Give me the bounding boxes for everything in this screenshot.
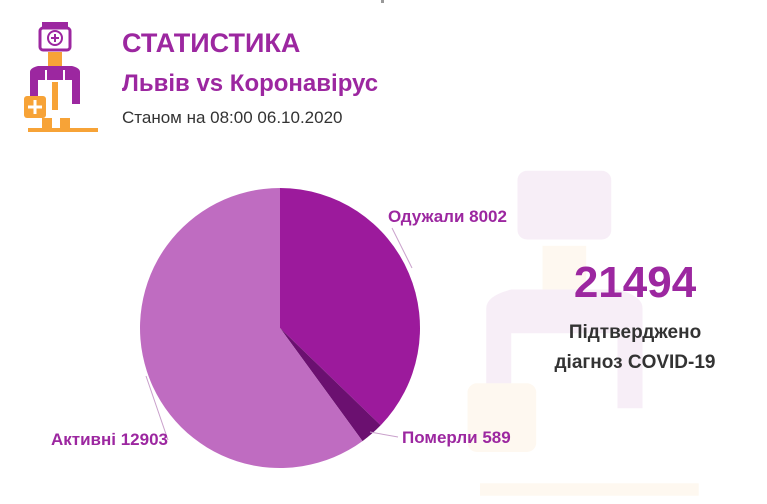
pie-slice-0 [280, 188, 420, 426]
pie-leader-1 [369, 431, 399, 438]
background-doctor-icon [467, 170, 699, 496]
pie-slice-1 [280, 328, 381, 442]
pie-label-2: Активні 12903 [51, 430, 168, 449]
pie-leader-2 [145, 375, 169, 441]
pie-label-1: Померли 589 [402, 428, 511, 447]
doctor-icon [24, 22, 98, 132]
top-marker [381, 0, 384, 3]
pie-leader-0 [391, 227, 413, 269]
confirmed-label-line1: Підтверджено [568, 322, 702, 343]
confirmed-label-line2: діагноз COVID-19 [554, 352, 716, 373]
confirmed-count: 21494 [573, 258, 697, 307]
page-title: СТАТИСТИКА [122, 28, 301, 58]
pie-slice-2 [139, 188, 363, 468]
page-subtitle: Львів vs Коронавірус [122, 70, 379, 97]
confirmed-label: Підтверджено діагноз COVID-19 [540, 318, 730, 378]
date-text: Станом на 08:00 06.10.2020 [122, 108, 343, 127]
pie-label-0: Одужали 8002 [388, 207, 507, 226]
